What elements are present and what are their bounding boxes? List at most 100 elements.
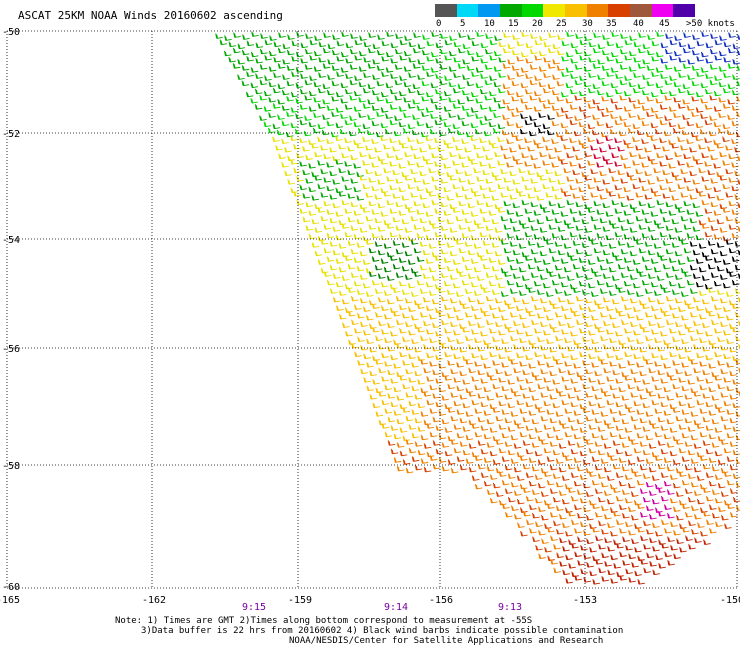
wind-barb	[417, 303, 425, 309]
wind-barb	[407, 123, 416, 130]
wind-barb	[716, 242, 725, 248]
wind-barb	[466, 131, 474, 138]
wind-barb	[628, 81, 637, 88]
wind-barb	[412, 63, 421, 69]
wind-barb	[534, 39, 543, 46]
wind-barb	[636, 338, 644, 345]
wind-barb	[250, 82, 259, 89]
wind-barb	[572, 287, 581, 293]
wind-barb	[553, 544, 561, 550]
wind-barb	[532, 512, 540, 519]
wind-barb	[502, 114, 510, 120]
wind-barb	[611, 251, 620, 258]
wind-barb	[534, 351, 542, 358]
wind-barb	[277, 129, 285, 136]
wind-barb	[486, 395, 495, 401]
wind-barb	[538, 127, 546, 134]
wind-barb	[539, 50, 547, 57]
wind-barb	[435, 425, 444, 431]
wind-barb	[651, 399, 660, 406]
wind-barb	[494, 203, 503, 210]
wind-barb	[286, 95, 294, 102]
wind-barb	[533, 121, 542, 128]
wind-barb	[583, 577, 591, 583]
wind-barb	[556, 505, 564, 511]
wind-barb	[410, 239, 419, 245]
wind-barb	[295, 82, 304, 89]
wind-barb	[601, 80, 610, 87]
wind-barb	[713, 163, 721, 169]
wind-barb	[577, 512, 585, 519]
wind-barb	[534, 450, 543, 457]
wind-barb	[387, 322, 395, 328]
wind-barb	[507, 379, 515, 385]
wind-barb	[435, 57, 443, 64]
wind-barb	[650, 281, 659, 288]
wind-barb	[671, 171, 679, 178]
wind-barb	[510, 311, 518, 318]
wind-barb	[407, 103, 416, 109]
wind-barb	[638, 200, 647, 207]
wind-barb	[618, 386, 626, 393]
wind-barb	[689, 217, 698, 224]
wind-barb	[594, 370, 602, 377]
wind-barb	[726, 338, 734, 345]
wind-barb	[543, 72, 551, 78]
wind-barb	[723, 87, 731, 94]
wind-barb	[365, 145, 373, 151]
wind-barb	[549, 323, 557, 329]
wind-barb	[464, 241, 473, 247]
wind-barb	[608, 243, 617, 249]
wind-barb	[331, 65, 340, 71]
wind-barb	[605, 135, 613, 142]
wind-barb	[663, 339, 671, 346]
wind-barb	[681, 314, 689, 321]
wind-barb	[335, 211, 344, 217]
wind-barb	[528, 433, 537, 440]
wind-barb	[459, 394, 468, 400]
wind-barb	[522, 298, 530, 305]
wind-barb	[684, 299, 692, 306]
wind-barb	[531, 465, 540, 472]
wind-barb	[358, 96, 366, 103]
wind-barb	[725, 192, 734, 198]
wind-barb	[611, 199, 620, 206]
wind-barb	[480, 378, 488, 384]
wind-barb	[372, 355, 380, 362]
wind-barb	[581, 265, 590, 272]
wind-barb	[615, 425, 624, 431]
wind-barb	[651, 376, 659, 382]
wind-barb	[645, 359, 653, 365]
wind-barb	[633, 377, 641, 383]
wind-barb	[358, 127, 366, 134]
wind-barb	[659, 161, 667, 167]
wind-barb	[569, 119, 578, 126]
wind-barb	[713, 233, 722, 240]
wind-barb	[492, 459, 501, 465]
wind-barb	[521, 223, 530, 229]
wind-barb	[566, 152, 574, 159]
wind-barb	[521, 275, 530, 281]
wind-barb	[678, 471, 687, 477]
wind-barb	[389, 231, 398, 238]
wind-barb	[541, 538, 549, 545]
wind-barb	[344, 283, 353, 290]
wind-barb	[446, 195, 455, 201]
wind-barb	[677, 282, 686, 289]
wind-barb	[362, 207, 371, 213]
wind-barb	[504, 394, 513, 400]
wind-barb	[643, 544, 651, 550]
wind-barb	[501, 385, 509, 392]
wind-barb	[435, 448, 444, 455]
wind-barb	[592, 503, 600, 509]
wind-barb	[597, 326, 605, 333]
wind-barb	[443, 233, 452, 240]
wind-barb	[482, 287, 491, 293]
wind-barb	[701, 251, 710, 258]
wind-barb	[431, 199, 440, 206]
wind-barb	[444, 90, 452, 97]
wind-barb	[535, 521, 543, 527]
wind-barb	[588, 353, 596, 360]
wind-barb	[296, 31, 304, 37]
wind-barb	[404, 151, 412, 158]
